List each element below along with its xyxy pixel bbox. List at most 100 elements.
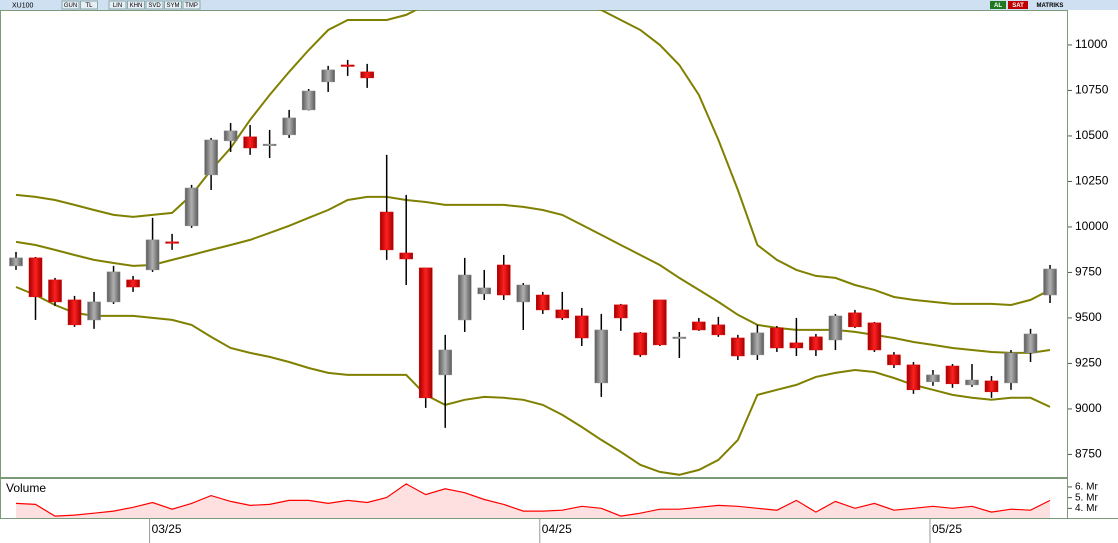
candle-body-down bbox=[536, 294, 550, 311]
candle-body-down bbox=[418, 267, 433, 399]
band-line bbox=[15, 195, 1051, 354]
y-tick-label: 9750 bbox=[1075, 265, 1102, 279]
volume-area bbox=[16, 483, 1051, 518]
candle-body-down bbox=[731, 337, 745, 357]
candle-body-down bbox=[848, 312, 862, 328]
candle-body-up bbox=[321, 69, 335, 83]
candle-body-down bbox=[243, 136, 257, 149]
toolbar-action-bg[interactable] bbox=[990, 1, 1006, 9]
toolbar-action-bg[interactable] bbox=[1008, 1, 1028, 9]
y-tick-label: 9500 bbox=[1075, 310, 1102, 324]
candle-body-down bbox=[711, 324, 726, 336]
candle-body-down bbox=[67, 299, 82, 326]
axes: 8750 9000 9250 9500 9750 10000 10250 10500 10750… bbox=[149, 37, 1109, 543]
toolbar-action[interactable]: SAT bbox=[1012, 3, 1024, 9]
toolbar-button-bg[interactable] bbox=[80, 0, 98, 10]
candle-body-down bbox=[555, 309, 570, 319]
toolbar-button-bg[interactable] bbox=[182, 0, 201, 10]
candle-body-down bbox=[633, 332, 648, 356]
candle-body-up bbox=[1004, 352, 1018, 384]
y-tick-label: 11000 bbox=[1075, 37, 1108, 51]
price-plot bbox=[9, 10, 1057, 476]
toolbar-button-bg[interactable] bbox=[108, 0, 127, 10]
candle-body-up bbox=[965, 379, 979, 386]
candle-body-down bbox=[770, 327, 784, 349]
toolbar-button[interactable]: KHN bbox=[130, 3, 143, 9]
x-tick-label: 04/25 bbox=[542, 522, 572, 536]
candle-body-up bbox=[282, 117, 296, 136]
toolbar-button[interactable]: SVD bbox=[148, 3, 161, 9]
candle-body-down bbox=[887, 354, 901, 366]
volume-plot bbox=[15, 483, 1051, 518]
candle-body-down bbox=[867, 322, 882, 351]
candle-body-up bbox=[516, 284, 531, 303]
y-tick-label: 10250 bbox=[1075, 174, 1109, 188]
candle-body-up bbox=[750, 332, 765, 356]
candle-body-up bbox=[184, 187, 199, 227]
y-tick-label: 6. Mr bbox=[1075, 482, 1098, 493]
candle-body-down bbox=[906, 364, 921, 391]
candle-body-up bbox=[672, 336, 687, 339]
candle-body-up bbox=[145, 239, 160, 271]
candle-body-up bbox=[1043, 268, 1057, 296]
candle-body-down bbox=[809, 336, 823, 351]
candle-body-up bbox=[223, 130, 238, 142]
candle-body-down bbox=[28, 257, 43, 298]
candle-body-up bbox=[301, 90, 316, 111]
toolbar-button-bg[interactable] bbox=[145, 0, 164, 10]
y-tick-label: 9250 bbox=[1075, 356, 1102, 370]
candle-body-down bbox=[497, 264, 511, 296]
toolbar-button-bg[interactable] bbox=[164, 0, 182, 10]
symbol: XU100 bbox=[12, 2, 34, 9]
candle-body-down bbox=[789, 342, 804, 349]
y-tick-label: 5. Mr bbox=[1075, 492, 1098, 503]
candle-body-down bbox=[48, 279, 62, 303]
y-tick-label: 9000 bbox=[1075, 401, 1102, 415]
candle-body-up bbox=[9, 257, 23, 267]
candle-body-up bbox=[204, 139, 218, 176]
candle-body-down bbox=[399, 252, 413, 260]
candle-body-down bbox=[692, 321, 706, 331]
toolbar-button[interactable]: SYM bbox=[166, 3, 179, 9]
volume-line bbox=[15, 483, 1051, 517]
y-tick-label: 4. Mr bbox=[1075, 503, 1098, 514]
candle-body-down bbox=[360, 71, 374, 79]
toolbar bbox=[0, 0, 1118, 10]
toolbar-button[interactable]: LIN bbox=[113, 3, 122, 9]
toolbar-button-bg[interactable] bbox=[127, 0, 145, 10]
candle-body-up bbox=[87, 301, 101, 321]
candle-body-down bbox=[614, 304, 628, 319]
candle-body-up bbox=[1023, 333, 1038, 354]
toolbar-button[interactable]: TL bbox=[85, 3, 93, 9]
candle-body-up bbox=[594, 329, 609, 384]
toolbar-button[interactable]: TMP bbox=[185, 3, 198, 9]
toolbar-action-bg[interactable] bbox=[1030, 1, 1070, 9]
y-tick-label: 10500 bbox=[1075, 128, 1109, 142]
toolbar-items: XU100 GUN TL LIN KHN SVD SYM TMP AL SAT MATRIKS bbox=[12, 0, 1070, 10]
toolbar-action[interactable]: AL bbox=[994, 3, 1002, 9]
candle-body-down bbox=[984, 380, 999, 393]
y-tick-label: 8750 bbox=[1075, 447, 1102, 461]
candle-body-up bbox=[438, 349, 452, 376]
price-pane bbox=[0, 10, 1068, 478]
y-tick-label: 10000 bbox=[1075, 219, 1109, 233]
toolbar-button-bg[interactable] bbox=[61, 0, 80, 10]
candle-body-down bbox=[165, 241, 179, 244]
candle-body-down bbox=[379, 211, 394, 251]
candle-body-down bbox=[126, 279, 140, 288]
candle-body-up bbox=[828, 315, 843, 341]
candle-body-down bbox=[575, 315, 589, 339]
candle-body-up bbox=[262, 143, 277, 146]
y-tick-label: 10750 bbox=[1075, 83, 1109, 97]
toolbar-action[interactable]: MATRIKS bbox=[1037, 3, 1064, 9]
candle-body-down bbox=[945, 365, 960, 385]
candle-body-up bbox=[457, 274, 472, 321]
candle-body-up bbox=[106, 271, 121, 303]
volume-title: Volume bbox=[6, 481, 46, 495]
candle-body-up bbox=[926, 374, 940, 383]
band-line bbox=[15, 286, 1051, 476]
toolbar-button[interactable]: GUN bbox=[64, 3, 77, 9]
x-tick-label: 03/25 bbox=[152, 522, 182, 536]
